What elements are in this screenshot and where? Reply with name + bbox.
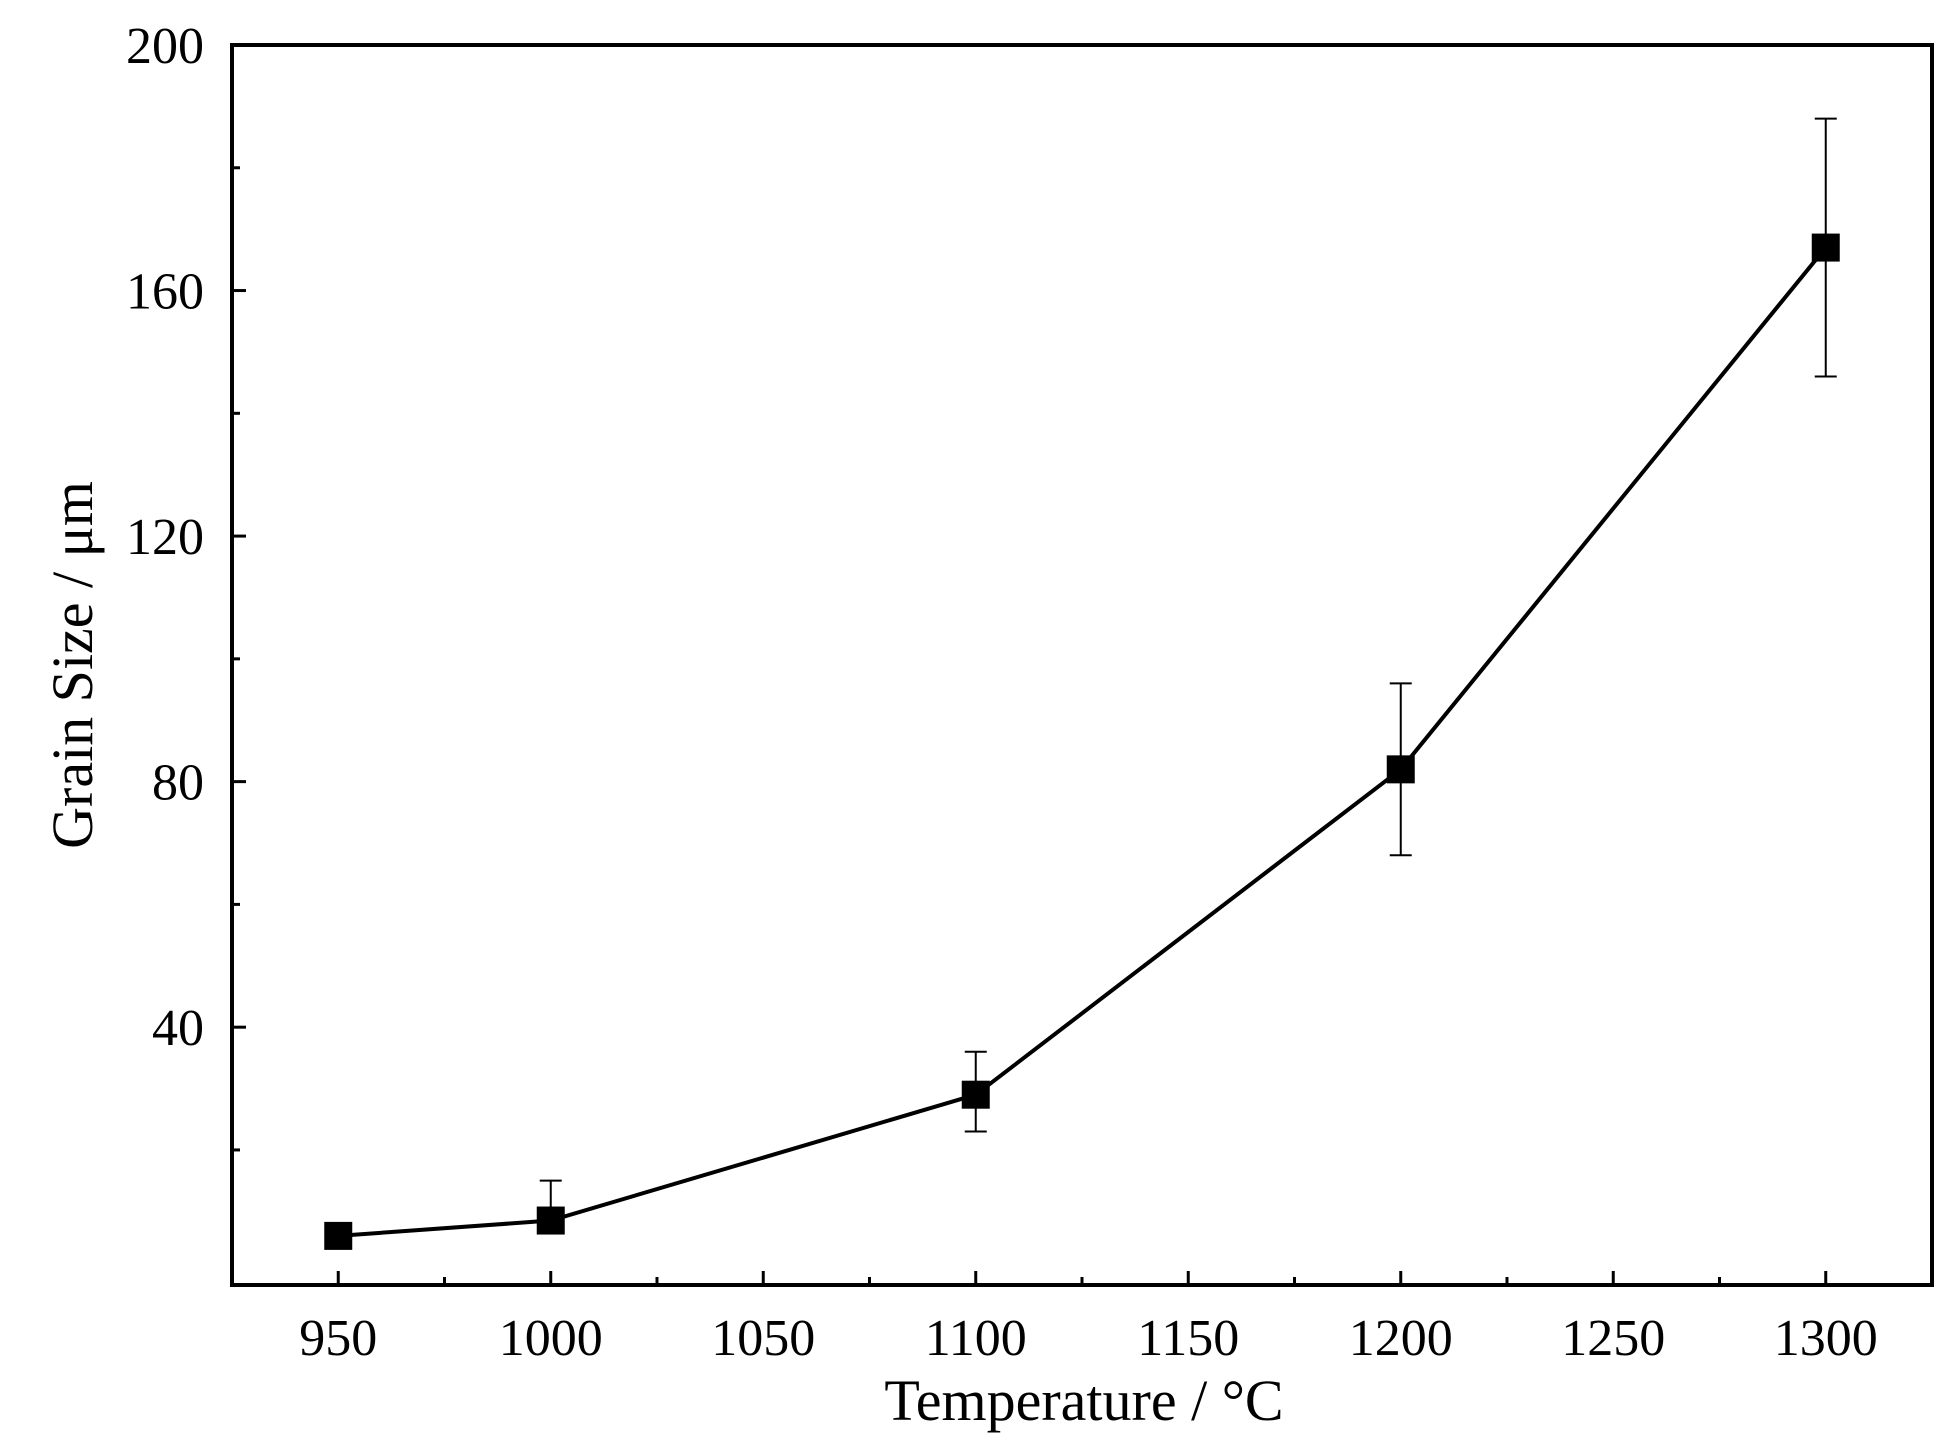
y-tick-label: 200 xyxy=(126,18,204,75)
x-tick-labels: 950 1000 1050 1100 1150 1200 1250 1300 xyxy=(299,1310,1878,1367)
major-ticks xyxy=(232,43,1828,1285)
y-axis-title: Grain Size / μm xyxy=(40,481,105,849)
x-tick-label: 1300 xyxy=(1774,1310,1878,1367)
series-line xyxy=(338,246,1828,1238)
data-point-marker xyxy=(961,1080,990,1109)
error-bars xyxy=(539,117,1837,1231)
y-tick-labels: 40 80 120 160 200 xyxy=(126,18,204,1057)
x-axis-title: Temperature / °C xyxy=(884,1368,1283,1433)
plot-frame xyxy=(230,43,1934,1287)
x-tick-label: 1200 xyxy=(1349,1310,1453,1367)
data-point-marker xyxy=(1811,233,1840,262)
y-tick-label: 120 xyxy=(126,509,204,566)
x-tick-label: 1250 xyxy=(1561,1310,1665,1367)
y-tick-label: 40 xyxy=(152,1000,204,1057)
data-point-marker xyxy=(324,1221,353,1250)
x-tick-label: 1000 xyxy=(499,1310,603,1367)
y-tick-label: 160 xyxy=(126,264,204,321)
data-point-marker xyxy=(1386,755,1415,784)
x-tick-label: 950 xyxy=(299,1310,377,1367)
x-tick-label: 1050 xyxy=(711,1310,815,1367)
markers xyxy=(324,233,1840,1250)
y-tick-label: 80 xyxy=(152,755,204,812)
x-tick-label: 1150 xyxy=(1137,1310,1239,1367)
x-tick-label: 1100 xyxy=(925,1310,1027,1367)
data-point-marker xyxy=(536,1206,565,1235)
